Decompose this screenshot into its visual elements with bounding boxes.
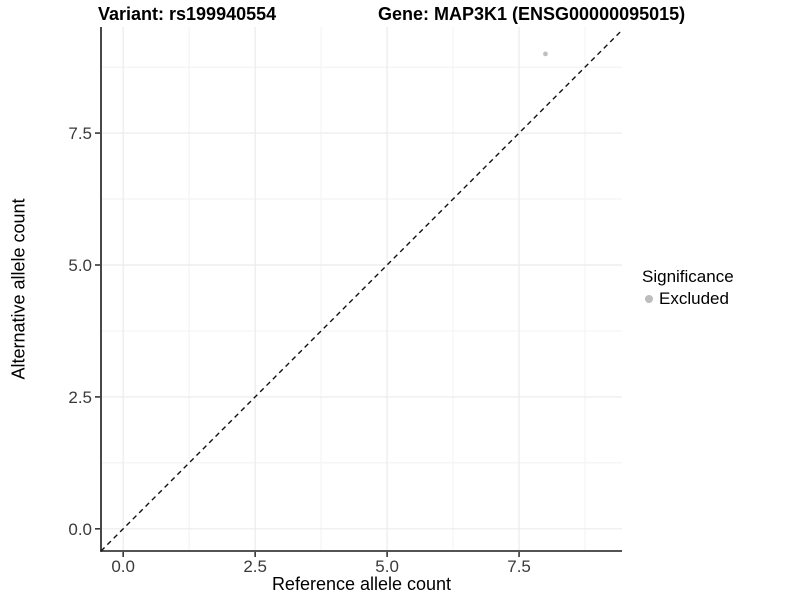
legend-item-excluded: Excluded [642, 288, 734, 309]
x-tick-label: 2.5 [243, 557, 267, 576]
x-tick-label: 5.0 [375, 557, 399, 576]
y-tick-label: 5.0 [68, 256, 92, 275]
plot-title-gene: Gene: MAP3K1 (ENSG00000095015) [378, 4, 686, 24]
x-tick-label: 0.0 [111, 557, 135, 576]
plot-title-variant: Variant: rs199940554 [98, 4, 277, 24]
x-tick-label: 7.5 [507, 557, 531, 576]
legend-title: Significance [642, 267, 734, 286]
y-axis-title: Alternative allele count [8, 198, 29, 380]
legend-key-dot-icon [645, 294, 653, 303]
y-tick-label: 7.5 [68, 124, 92, 143]
identity-reference-line [100, 29, 623, 552]
legend-item-label: Excluded [659, 289, 729, 308]
legend: Significance Excluded [642, 266, 734, 309]
data-point [543, 51, 548, 57]
y-tick-label: 2.5 [68, 388, 92, 407]
y-tick-label: 0.0 [68, 520, 92, 539]
x-axis-title: Reference allele count [271, 574, 452, 594]
